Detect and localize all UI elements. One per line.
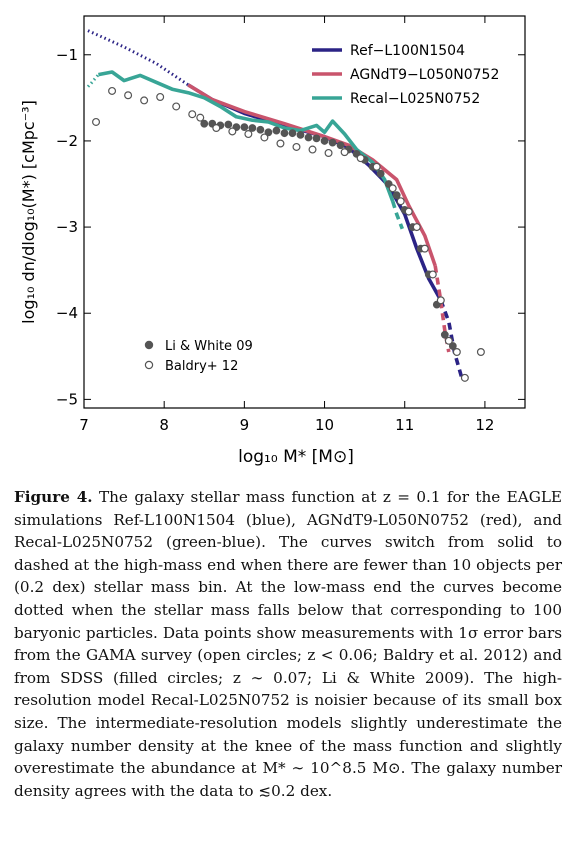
legend-label: Li & White 09 bbox=[165, 339, 253, 354]
data-point-open bbox=[172, 102, 181, 111]
data-point-filled bbox=[280, 129, 289, 138]
data-point-filled bbox=[320, 137, 329, 145]
y-tick-label: −2 bbox=[56, 132, 78, 150]
data-point-open bbox=[420, 244, 429, 253]
series-line-dashed bbox=[439, 299, 465, 381]
x-tick-label: 9 bbox=[240, 416, 250, 434]
legend: Ref−L100N1504 AGNdT9−L050N0752 Recal−L025N… bbox=[144, 43, 499, 374]
x-axis-label: log₁₀ M* [M⊙] bbox=[238, 447, 354, 467]
series-layer bbox=[86, 29, 465, 381]
data-point-filled bbox=[336, 141, 345, 150]
data-point-open bbox=[228, 127, 237, 136]
data-point-open bbox=[452, 348, 461, 357]
x-tick-label: 10 bbox=[315, 416, 334, 434]
series-line-dashed bbox=[390, 200, 404, 230]
x-tick-label: 7 bbox=[79, 416, 89, 434]
data-point-open bbox=[156, 92, 165, 101]
data-point-filled bbox=[312, 134, 321, 143]
caption-label: Figure 4. bbox=[14, 488, 93, 506]
data-point-open bbox=[388, 184, 397, 193]
data-point-filled bbox=[240, 123, 249, 132]
data-point-open bbox=[196, 113, 205, 122]
marker-layer bbox=[92, 86, 485, 382]
legend-label: Ref−L100N1504 bbox=[350, 43, 465, 59]
series-line-dotted bbox=[86, 73, 100, 88]
data-point-filled bbox=[304, 133, 313, 142]
data-point-open bbox=[188, 110, 197, 119]
data-point-filled bbox=[248, 124, 257, 132]
legend-marker bbox=[144, 360, 154, 370]
x-tick-label: 11 bbox=[395, 416, 414, 434]
data-point-open bbox=[212, 123, 221, 132]
data-point-open bbox=[428, 270, 437, 279]
caption-text: The galaxy stellar mass function at z = … bbox=[14, 488, 563, 800]
series-line-solid bbox=[98, 70, 395, 202]
data-point-open bbox=[404, 207, 413, 216]
data-point-open bbox=[124, 91, 133, 100]
data-point-open bbox=[292, 142, 301, 151]
data-point-open bbox=[412, 223, 421, 232]
data-point-open bbox=[436, 296, 445, 305]
data-point-filled bbox=[376, 169, 385, 178]
data-point-filled bbox=[272, 126, 281, 135]
x-tick-label: 12 bbox=[475, 416, 494, 434]
data-point-filled bbox=[448, 342, 457, 350]
data-point-open bbox=[356, 154, 365, 163]
data-point-open bbox=[476, 348, 485, 357]
y-tick-label: −1 bbox=[56, 46, 78, 64]
data-point-filled bbox=[200, 119, 209, 128]
data-point-open bbox=[340, 148, 349, 157]
legend-marker bbox=[144, 340, 154, 350]
data-point-open bbox=[444, 336, 453, 345]
data-point-open bbox=[372, 162, 381, 171]
data-point-open bbox=[244, 130, 253, 139]
plot-frame bbox=[83, 15, 526, 409]
data-point-open bbox=[260, 133, 269, 142]
data-point-filled bbox=[392, 191, 401, 200]
legend-label: Recal−L025N0752 bbox=[350, 91, 480, 107]
series-line-solid bbox=[187, 83, 437, 267]
data-point-filled bbox=[264, 128, 273, 137]
data-point-open bbox=[308, 145, 317, 154]
data-point-open bbox=[276, 139, 285, 148]
data-point-filled bbox=[328, 138, 337, 147]
tick-layer: 7 8 9 10 11 12 −1 −2 −3 −4 −5 bbox=[56, 16, 525, 434]
y-tick-label: −3 bbox=[56, 218, 78, 236]
figure-caption: Figure 4. The galaxy stellar mass functi… bbox=[14, 486, 562, 802]
data-point-filled bbox=[296, 130, 305, 139]
y-tick-label: −4 bbox=[56, 304, 78, 322]
legend-label: AGNdT9−L050N0752 bbox=[350, 67, 499, 83]
x-tick-label: 8 bbox=[159, 416, 169, 434]
data-point-filled bbox=[440, 330, 449, 339]
data-point-open bbox=[92, 117, 101, 126]
y-axis-label: log₁₀ dn/dlog₁₀(M*) [cMpc⁻³] bbox=[19, 100, 38, 324]
legend-label: Baldry+ 12 bbox=[165, 359, 238, 374]
data-point-filled bbox=[288, 129, 297, 138]
data-point-filled bbox=[256, 125, 265, 134]
series-line-dotted bbox=[87, 29, 190, 87]
data-point-open bbox=[108, 86, 117, 95]
data-point-filled bbox=[224, 120, 233, 129]
data-point-open bbox=[140, 96, 149, 105]
data-point-open bbox=[396, 197, 405, 206]
stellar-mass-function-chart: 7 8 9 10 11 12 −1 −2 −3 −4 −5 Ref−L100N1504 AGNdT9−… bbox=[19, 15, 526, 467]
data-point-open bbox=[460, 373, 469, 382]
y-tick-label: −5 bbox=[56, 390, 78, 408]
data-point-open bbox=[324, 148, 333, 157]
